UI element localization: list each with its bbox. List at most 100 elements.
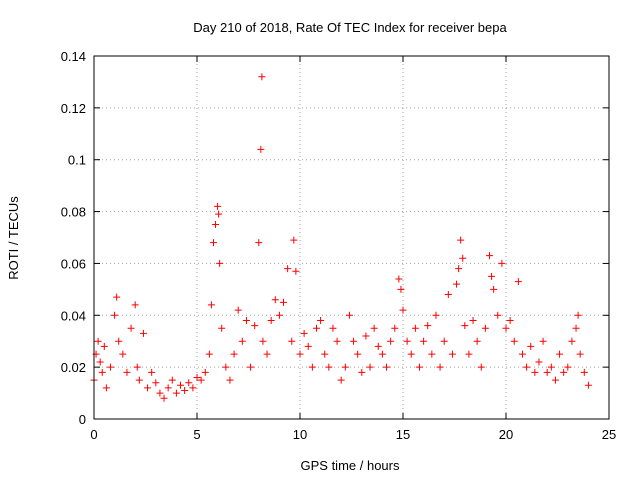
data-point	[444, 291, 452, 299]
data-point	[325, 363, 333, 371]
data-point	[94, 337, 102, 345]
data-point	[156, 389, 164, 397]
y-tick-label: 0.08	[61, 205, 86, 220]
data-point	[106, 363, 114, 371]
data-point	[288, 337, 296, 345]
data-point	[523, 363, 531, 371]
axes: 0 5 10 15 20 25 0 0.02 0.04 0.06 0.08 0.1 0.12 0.14	[61, 49, 617, 442]
data-point	[197, 376, 205, 384]
data-point	[215, 210, 223, 218]
chart-title: Day 210 of 2018, Rate Of TEC Index for r…	[193, 20, 507, 35]
data-point	[378, 350, 386, 358]
data-point	[111, 311, 119, 319]
data-point	[374, 342, 382, 350]
data-point	[535, 358, 543, 366]
data-point	[212, 221, 220, 229]
data-point	[113, 293, 121, 301]
data-point	[572, 324, 580, 332]
data-point	[461, 322, 469, 330]
data-point	[362, 332, 370, 340]
data-point	[263, 350, 271, 358]
x-tick-label: 20	[499, 427, 513, 442]
data-point	[168, 376, 176, 384]
data-point	[259, 337, 267, 345]
data-point	[560, 368, 568, 376]
data-point	[164, 384, 172, 392]
data-point	[258, 73, 266, 81]
data-point	[102, 384, 110, 392]
data-point	[317, 316, 325, 324]
plot-frame	[93, 55, 610, 420]
data-point	[547, 363, 555, 371]
data-point	[448, 350, 456, 358]
data-point	[436, 363, 444, 371]
data-point	[403, 337, 411, 345]
data-point	[424, 322, 432, 330]
data-point	[407, 350, 415, 358]
x-tick-label: 0	[90, 427, 97, 442]
data-point	[160, 394, 168, 402]
data-point	[222, 363, 230, 371]
data-point	[498, 259, 506, 267]
data-points	[90, 73, 592, 402]
data-point	[205, 350, 213, 358]
data-point	[201, 368, 209, 376]
x-tick-label: 5	[193, 427, 200, 442]
data-point	[358, 368, 366, 376]
data-point	[420, 337, 428, 345]
data-point	[181, 386, 189, 394]
data-point	[473, 337, 481, 345]
data-point	[584, 381, 592, 389]
y-tick-label: 0.06	[61, 256, 86, 271]
data-point	[341, 363, 349, 371]
data-point	[580, 368, 588, 376]
data-point	[275, 311, 283, 319]
y-tick-label: 0	[79, 412, 86, 427]
data-point	[218, 324, 226, 332]
data-point	[207, 301, 215, 309]
data-point	[280, 298, 288, 306]
data-point	[440, 337, 448, 345]
data-point	[387, 337, 395, 345]
data-point	[531, 368, 539, 376]
data-point	[271, 296, 279, 304]
data-point	[459, 254, 467, 262]
data-point	[391, 324, 399, 332]
data-point	[411, 324, 419, 332]
data-point	[576, 350, 584, 358]
data-point	[290, 236, 298, 244]
data-point	[135, 376, 143, 384]
data-point	[366, 363, 374, 371]
data-point	[333, 337, 341, 345]
data-point	[255, 239, 263, 247]
data-point	[96, 358, 104, 366]
data-point	[139, 329, 147, 337]
data-point	[216, 259, 224, 267]
data-point	[119, 350, 127, 358]
data-point	[457, 236, 465, 244]
data-point	[527, 342, 535, 350]
data-point	[345, 311, 353, 319]
data-point	[152, 379, 160, 387]
x-axis-label: GPS time / hours	[301, 458, 400, 473]
data-point	[469, 316, 477, 324]
y-tick-label: 0.12	[61, 101, 86, 116]
x-tick-label: 25	[602, 427, 616, 442]
data-point	[518, 350, 526, 358]
data-point	[123, 368, 131, 376]
data-point	[428, 350, 436, 358]
data-point	[267, 316, 275, 324]
data-point	[148, 368, 156, 376]
data-point	[506, 316, 514, 324]
data-point	[453, 280, 461, 288]
data-point	[308, 363, 316, 371]
data-point	[399, 306, 407, 314]
data-point	[189, 384, 197, 392]
data-point	[98, 368, 106, 376]
grid-lines	[94, 56, 609, 419]
data-point	[304, 342, 312, 350]
data-point	[127, 324, 135, 332]
data-point	[312, 324, 320, 332]
data-point	[397, 285, 405, 293]
y-tick-label: 0.02	[61, 360, 86, 375]
